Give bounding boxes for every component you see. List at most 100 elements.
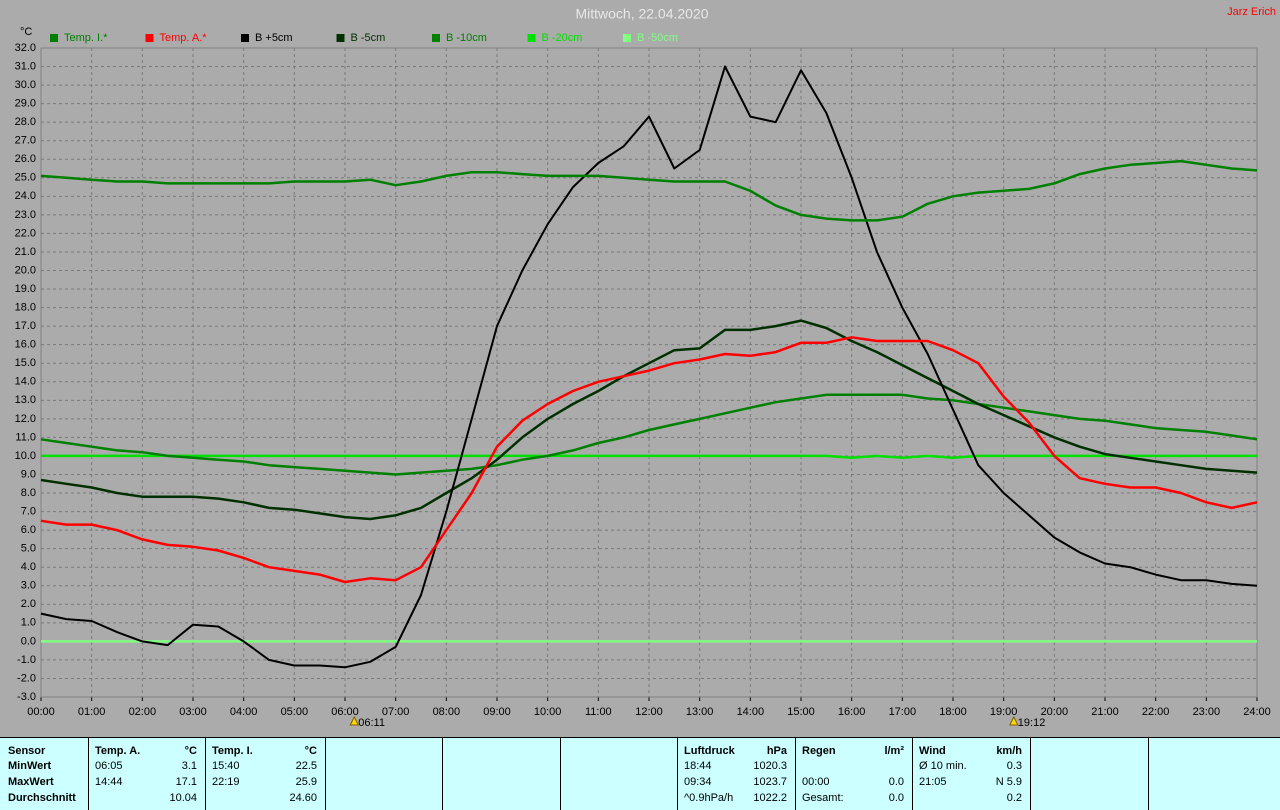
sun-time: 06:11 — [358, 717, 385, 729]
legend-label: B -50cm — [637, 32, 678, 44]
author: Jarz Erich — [1227, 6, 1276, 18]
cell-border — [1030, 737, 1031, 810]
cell-time: Ø 10 min. — [919, 760, 967, 772]
y-tick-label: 15.0 — [15, 357, 36, 369]
y-tick-label: 13.0 — [15, 394, 36, 406]
block-title: Wind — [919, 745, 946, 757]
series-line — [40, 336, 1258, 584]
row-label: MaxWert — [8, 776, 54, 788]
y-tick-label: 25.0 — [15, 172, 36, 184]
x-tick-label: 01:00 — [78, 706, 106, 718]
sun-time: 19:12 — [1018, 717, 1046, 729]
x-tick-label: 12:00 — [635, 706, 663, 718]
series-line — [40, 159, 1258, 222]
y-tick-label: 30.0 — [15, 79, 36, 91]
cell-time: 00:00 — [802, 776, 830, 788]
x-tick-label: 07:00 — [382, 706, 410, 718]
cell-value: 0.0 — [888, 776, 904, 788]
y-tick-label: 1.0 — [21, 617, 36, 629]
x-tick-label: 04:00 — [230, 706, 258, 718]
cell-time: 15:40 — [212, 760, 240, 772]
stats-table: Sensor MinWert MaxWert Durchschnitt Temp. A.… — [0, 737, 1280, 810]
cell-value: 0.2 — [1006, 792, 1022, 804]
y-tick-label: 20.0 — [15, 264, 36, 276]
legend-label: B -20cm — [542, 32, 583, 44]
legend-swatch — [145, 34, 154, 42]
y-tick-label: 31.0 — [15, 60, 36, 72]
x-tick-label: 08:00 — [433, 706, 461, 718]
chart: Mittwoch, 22.04.2020 Jarz Erich °C -3.0 -… — [15, 6, 1276, 729]
y-tick-label: -1.0 — [17, 654, 36, 666]
y-tick-label: 17.0 — [15, 320, 36, 332]
cell-value: 0.3 — [1006, 760, 1022, 772]
legend-swatch — [336, 34, 345, 42]
legend-label: B +5cm — [255, 32, 293, 44]
cell-time: Gesamt: — [802, 792, 844, 804]
y-tick-label: 0.0 — [21, 635, 36, 647]
y-tick-label: 9.0 — [21, 468, 36, 480]
legend-swatch — [50, 34, 58, 42]
legend-label: B -10cm — [446, 32, 487, 44]
y-tick-label: 3.0 — [21, 580, 36, 592]
cell-border — [325, 737, 326, 810]
x-tick-label: 16:00 — [838, 706, 866, 718]
y-tick-label: 21.0 — [15, 246, 36, 258]
cell-border — [912, 737, 913, 810]
y-tick-label: -3.0 — [17, 691, 36, 703]
cell-border — [560, 737, 561, 810]
x-tick-label: 20:00 — [1041, 706, 1069, 718]
y-tick-label: 24.0 — [15, 190, 36, 202]
cell-value: 25.9 — [295, 776, 317, 788]
y-tick-label: 19.0 — [15, 283, 36, 295]
x-tick-label: 13:00 — [686, 706, 714, 718]
cell-time: 21:05 — [919, 776, 947, 788]
series-line — [40, 393, 1258, 476]
cell-time: 14:44 — [95, 776, 123, 788]
x-tick-label: 23:00 — [1193, 706, 1221, 718]
cell-time: ^0.9hPa/h — [684, 792, 734, 804]
x-tick-label: 02:00 — [129, 706, 157, 718]
cell-value: 22.5 — [295, 760, 317, 772]
y-tick-label: 2.0 — [21, 598, 36, 610]
cell-value: 17.1 — [175, 776, 197, 788]
cell-border — [205, 737, 206, 810]
x-tick-label: 24:00 — [1243, 706, 1271, 718]
x-tick-label: 15:00 — [787, 706, 815, 718]
x-tick-label: 17:00 — [889, 706, 917, 718]
block-unit: °C — [184, 745, 197, 757]
block-title: Regen — [802, 745, 836, 757]
y-tick-label: 11.0 — [15, 431, 36, 443]
table-border — [0, 737, 1280, 738]
legend-label: B -5cm — [351, 32, 386, 44]
x-tick-label: 09:00 — [483, 706, 511, 718]
row-label: MinWert — [8, 760, 52, 772]
y-tick-label: 16.0 — [15, 339, 36, 351]
y-tick-label: -2.0 — [17, 672, 36, 684]
cell-border — [795, 737, 796, 810]
x-tick-label: 11:00 — [585, 706, 612, 718]
cell-value: 1023.7 — [753, 776, 787, 788]
block-title: Temp. A. — [95, 745, 141, 757]
cell-border — [677, 737, 678, 810]
y-tick-label: 5.0 — [21, 543, 36, 555]
cell-value: 24.60 — [289, 792, 317, 804]
x-tick-label: 18:00 — [939, 706, 967, 718]
cell-value: N 5.9 — [995, 776, 1022, 788]
x-tick-label: 21:00 — [1091, 706, 1119, 718]
plot-frame — [40, 47, 1258, 698]
cell-border — [1148, 737, 1149, 810]
y-tick-label: 7.0 — [21, 505, 36, 517]
x-tick-label: 14:00 — [737, 706, 765, 718]
x-tick-label: 05:00 — [281, 706, 309, 718]
legend-swatch — [623, 34, 631, 42]
y-tick-label: 12.0 — [15, 413, 36, 425]
block-unit: km/h — [996, 745, 1022, 757]
cell-value: 1022.2 — [753, 792, 787, 804]
block-title: Temp. I. — [212, 745, 253, 757]
legend-label: Temp. I.* — [64, 32, 108, 44]
legend-swatch — [241, 34, 249, 42]
y-tick-label: 27.0 — [15, 135, 36, 147]
cell-time: 18:44 — [684, 760, 712, 772]
legend-swatch — [432, 34, 440, 42]
